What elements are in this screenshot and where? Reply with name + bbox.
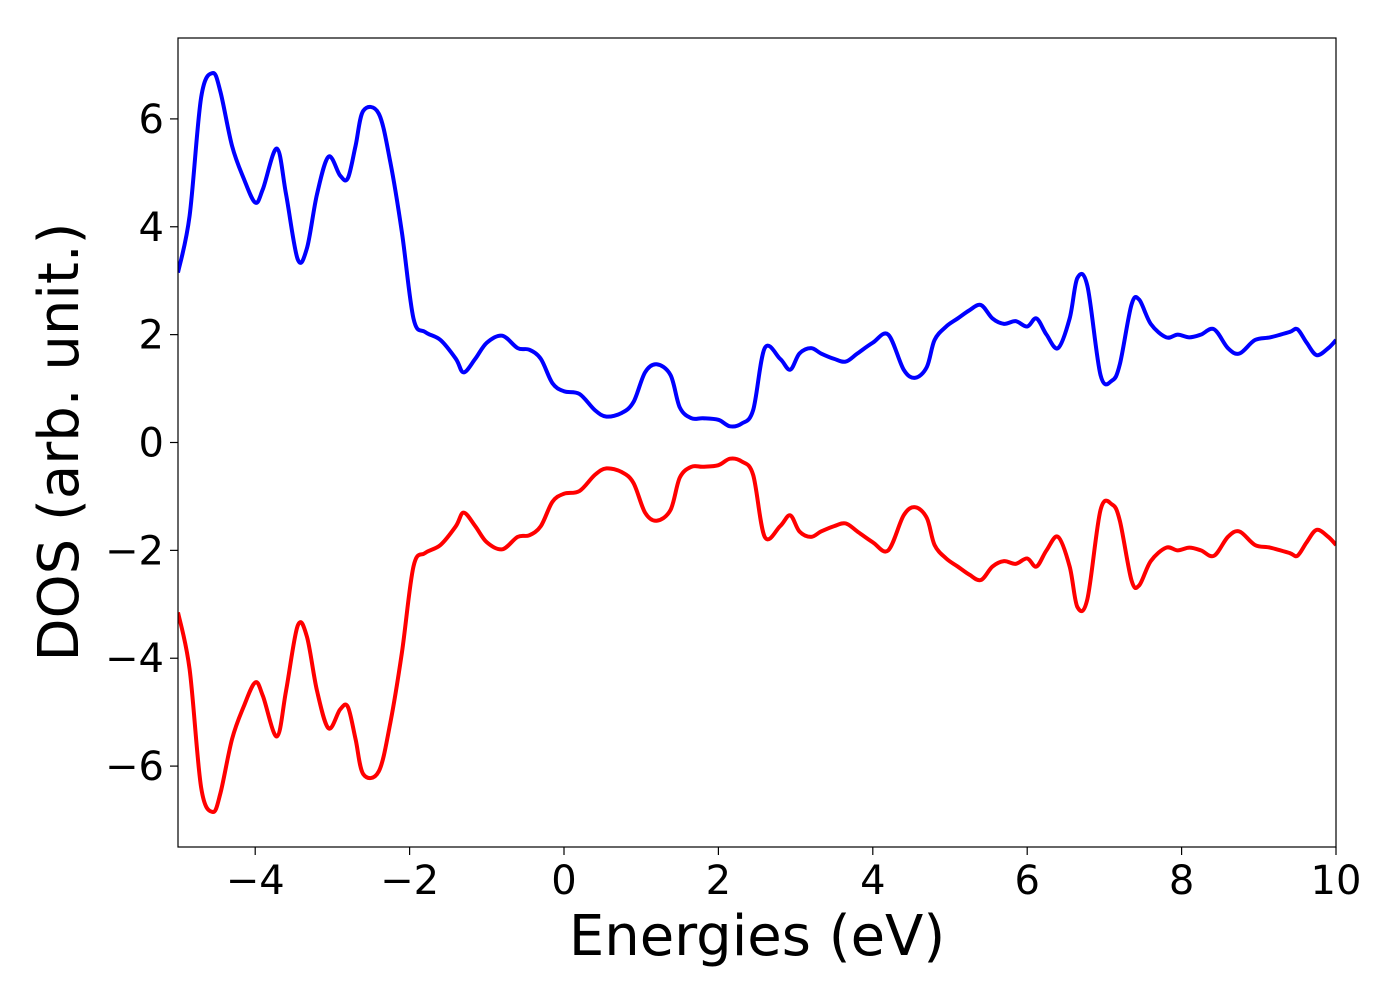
y-tick-label: −6 [105,744,164,790]
x-axis-ticks: −4 −2 0 2 4 6 8 10 [226,847,1362,904]
x-tick-label: 0 [551,858,576,904]
x-tick-label: 2 [706,858,731,904]
y-axis-ticks: −6 −4 −2 0 2 4 6 [105,97,178,790]
y-tick-label: 0 [139,421,164,467]
y-tick-label: −4 [105,636,164,682]
series-line-spin-up [178,71,1336,429]
series-layer [178,71,1336,814]
x-tick-label: 6 [1014,858,1039,904]
series-line-spin-down [178,456,1336,814]
x-tick-label: −4 [226,858,285,904]
y-axis-title: DOS (arb. unit.) [27,222,92,661]
x-axis-title: Energies (eV) [569,904,945,969]
y-tick-label: −2 [105,528,164,574]
y-tick-label: 2 [139,313,164,359]
x-tick-label: 4 [860,858,885,904]
x-tick-label: 10 [1311,858,1362,904]
y-tick-label: 6 [139,97,164,143]
y-tick-label: 4 [139,205,164,251]
x-tick-label: 8 [1169,858,1194,904]
x-tick-label: −2 [380,858,439,904]
